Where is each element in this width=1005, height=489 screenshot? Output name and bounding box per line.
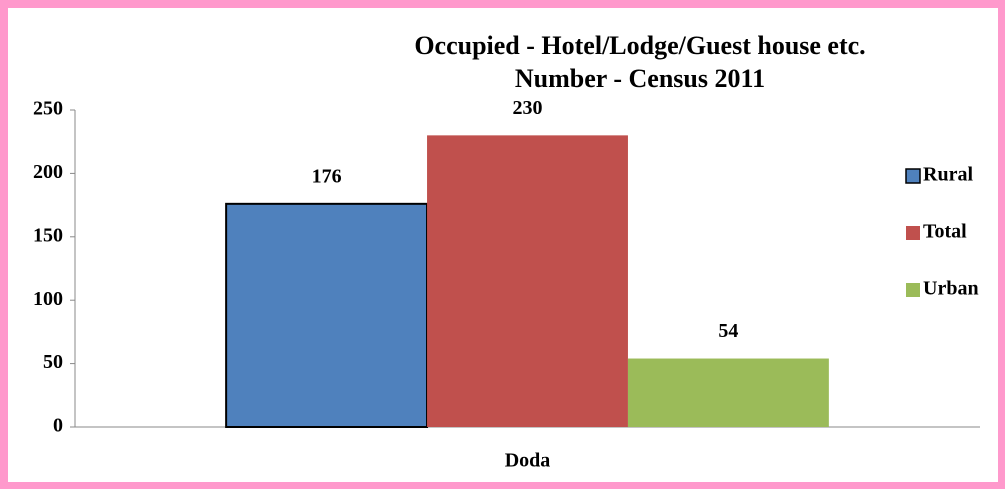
legend-label: Urban <box>923 278 979 300</box>
bar <box>427 135 628 428</box>
y-tick-label: 200 <box>33 161 63 183</box>
data-label: 230 <box>513 97 543 119</box>
legend-swatch <box>905 168 921 184</box>
legend-swatch <box>906 226 920 240</box>
x-tick-label: Doda <box>505 450 551 472</box>
y-tick-label: 250 <box>33 98 63 120</box>
legend-swatch <box>906 283 920 297</box>
data-label: 54 <box>718 320 738 342</box>
chart: Occupied - Hotel/Lodge/Guest house etc. … <box>8 8 998 482</box>
chart-title: Occupied - Hotel/Lodge/Guest house etc. <box>414 31 865 60</box>
bar <box>225 202 429 428</box>
chart-subtitle: Number - Census 2011 <box>515 64 765 93</box>
y-tick-label: 100 <box>33 288 63 310</box>
data-label: 176 <box>312 165 342 187</box>
bar <box>627 358 829 427</box>
legend-label: Rural <box>923 164 973 186</box>
y-tick-label: 50 <box>43 351 63 373</box>
legend-label: Total <box>923 221 967 243</box>
y-tick-label: 0 <box>53 415 63 437</box>
y-tick-label: 150 <box>33 224 63 246</box>
